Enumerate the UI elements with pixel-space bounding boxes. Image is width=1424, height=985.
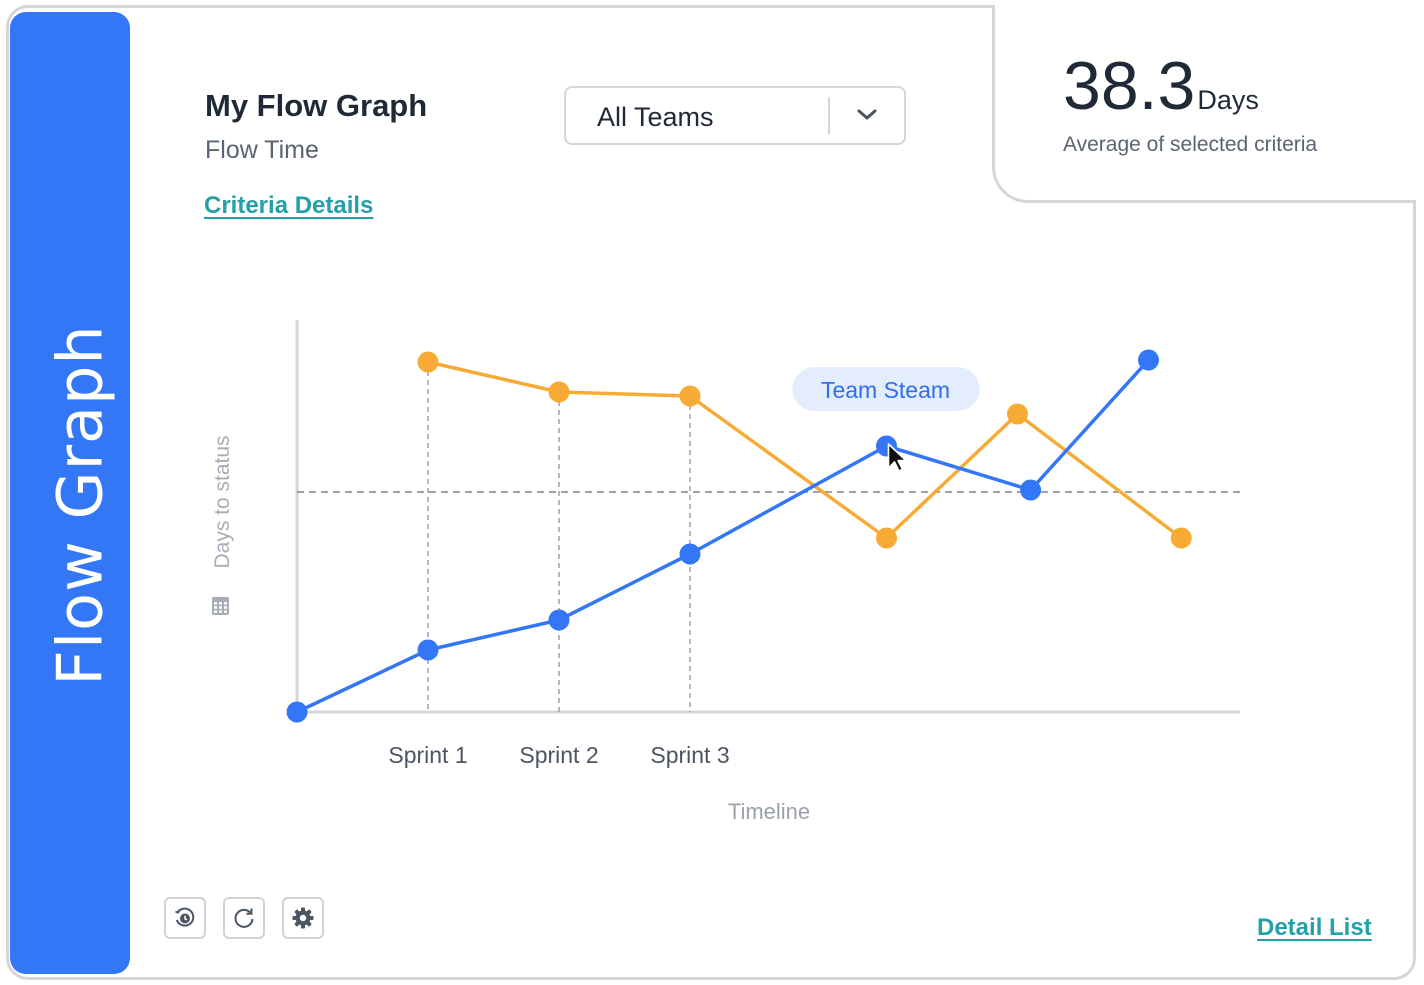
chevron-down-icon (857, 109, 877, 120)
refresh-button[interactable] (223, 897, 265, 939)
calendar-icon-cell (224, 610, 227, 613)
data-point-team-steam (286, 701, 308, 723)
x-tick-label: Sprint 2 (519, 742, 598, 768)
settings-button[interactable] (282, 897, 324, 939)
data-point-secondary (548, 381, 570, 403)
y-axis-label: Days to status (211, 435, 234, 568)
team-select-value: All Teams (597, 102, 714, 132)
calendar-icon-cell (224, 602, 227, 605)
calendar-icon-cell (219, 606, 222, 609)
series-line-secondary (427, 360, 1183, 540)
series-tooltip: Team Steam (792, 367, 980, 411)
criteria-details-link[interactable]: Criteria Details (204, 192, 374, 219)
x-axis-label: Timeline (728, 799, 810, 824)
data-point-team-steam (679, 543, 701, 565)
calendar-icon (212, 597, 229, 615)
calendar-icon-cell (214, 610, 217, 613)
refresh-icon (234, 908, 254, 928)
tooltip-text: Team Steam (821, 377, 950, 403)
kpi-panel: 38.3Days Average of selected criteria (992, 5, 1416, 203)
data-point-team-steam (548, 609, 570, 631)
calendar-icon-cell (224, 606, 227, 609)
data-point-team-steam (1138, 349, 1159, 371)
x-tick-label: Sprint 1 (388, 742, 467, 768)
data-point-secondary (417, 351, 439, 373)
sidebar: Flow Graph (10, 12, 130, 974)
detail-list-link[interactable]: Detail List (1257, 914, 1372, 941)
history-button[interactable] (164, 897, 206, 939)
x-tick-label: Sprint 3 (650, 742, 729, 768)
data-point-secondary (679, 385, 701, 407)
data-point-secondary (1170, 527, 1192, 549)
kpi-unit: Days (1197, 85, 1259, 115)
history-icon (175, 907, 195, 927)
mouse-cursor-shape (887, 443, 907, 472)
data-point-secondary (1007, 403, 1028, 425)
data-point-team-steam (417, 639, 439, 661)
calendar-icon-cell (214, 606, 217, 609)
calendar-icon-cell (219, 610, 222, 613)
page-title: My Flow Graph (205, 88, 428, 123)
kpi-number: 38.3 (1063, 48, 1196, 124)
tooltip-bubble (792, 367, 980, 411)
kpi-value: 38.3Days (1063, 47, 1259, 125)
gear-icon (292, 907, 314, 929)
calendar-icon-cell (214, 602, 217, 605)
mouse-cursor-icon (887, 443, 907, 472)
data-point-secondary (876, 527, 897, 549)
team-select-divider (828, 97, 830, 134)
calendar-icon-cell (219, 602, 222, 605)
team-select[interactable]: All Teams (564, 86, 906, 145)
kpi-caption: Average of selected criteria (1063, 133, 1318, 156)
page-subtitle: Flow Time (205, 136, 319, 164)
data-point-team-steam (1020, 479, 1042, 501)
